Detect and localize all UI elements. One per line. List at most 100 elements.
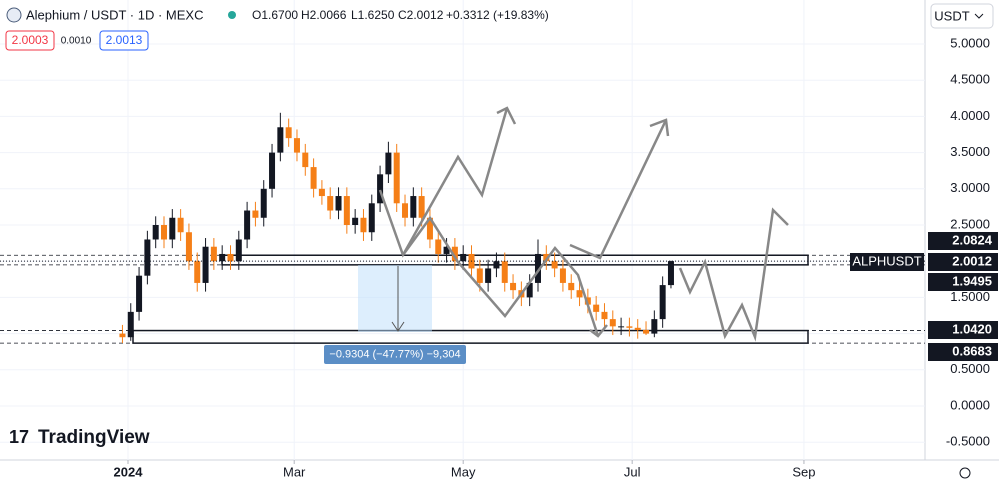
candle-body [194,261,201,283]
bid[interactable]: 2.0003 [12,33,49,47]
candle-body [534,253,541,283]
projection [378,189,600,337]
currency[interactable]: USDT [934,8,969,23]
candle-body [385,152,392,175]
y-tick-label: 0.5000 [950,361,990,376]
plot [0,0,925,460]
candle-body [485,268,492,283]
y-tick-label: 3.5000 [950,144,990,159]
x-tick-label: May [451,464,476,479]
level-tag [928,321,998,339]
y-tick-label: 4.5000 [950,72,990,87]
sell-button[interactable] [5,30,55,51]
candle-body [227,253,234,262]
measure-label: −0.9304 (−47.77%) −9,304 [329,348,460,360]
candle-body [593,304,600,312]
arrow-head [649,118,670,137]
candle-body [127,311,134,338]
candle-body [501,261,508,283]
candle-body [202,246,209,283]
candle-body [152,225,159,240]
y-tick-label: 1.5000 [950,289,990,304]
candle-body [435,239,442,254]
candle-body [144,239,151,276]
candle-body [335,196,342,211]
ohlc-low: L1.6250 [351,8,395,22]
candle-body [119,333,126,338]
arrow-head [589,324,608,338]
candle-body [460,253,467,262]
buy-button[interactable] [99,30,149,51]
candle-body [568,282,575,291]
candle-body [219,253,226,262]
candle-body [510,282,517,291]
candle-body [360,217,367,233]
last-price-tag [928,253,998,271]
candle-body [667,261,674,286]
candle-body [559,268,566,283]
y-tick-label: 2.5000 [950,216,990,231]
ask[interactable]: 2.0013 [106,33,143,47]
measure-box [358,265,432,332]
candle-body [443,246,450,254]
ohlc-change: +0.3312 (+19.83%) [446,8,549,22]
candle-body [626,326,633,328]
measure-label-bg [324,345,466,364]
level-label: 0.8683 [952,343,992,358]
candle-body [426,217,433,240]
candle-body [285,127,292,139]
candle-body [310,167,317,189]
level-tag [928,343,998,361]
candle-body [161,225,168,240]
projection [401,107,509,256]
candle-body [526,282,533,298]
candle-body [410,196,417,218]
projections [378,106,789,342]
candle-body [418,196,425,218]
logo-mark: 17 [9,427,29,447]
measure-arrow-head [391,321,405,332]
candle-body [551,261,558,269]
x-tick-label: Sep [792,464,815,479]
candle-body [177,217,184,233]
candle-body [377,174,384,204]
candle-body [659,285,666,320]
candle-body [244,210,251,240]
candle-body [235,239,242,262]
candle-body [451,246,458,262]
logo: TradingView [38,427,150,448]
symbol[interactable]: Alephium / USDT · 1D · MEXC [26,7,203,22]
candle-body [260,188,267,218]
candle-body [368,203,375,233]
level-label: 2.0824 [952,232,993,247]
candle-body [493,261,500,269]
dropdown-chevron [974,13,984,19]
last-price-label: 2.0012 [952,253,992,268]
status-dot [228,11,236,19]
x-tick-label: Jul [624,464,641,479]
arrow-head [496,106,517,125]
level-label: 1.0420 [952,321,992,336]
candle-body [476,268,483,283]
y-tick-label: 0.0000 [950,397,990,412]
spread: 0.0010 [61,36,92,47]
candle-body [136,275,143,312]
ohlc-close: C2.0012 [398,8,444,22]
candle-body [576,290,583,298]
candle-body [302,152,309,168]
candle-body [543,253,550,262]
currency-dropdown[interactable] [930,3,994,29]
candle-body [277,127,284,153]
candle-body [169,217,176,240]
candle-body [651,319,658,334]
candle-body [318,188,325,197]
candle-body [343,196,350,226]
settings-icon[interactable] [959,467,971,479]
y-tick-label: 3.0000 [950,180,990,195]
y-tick-label: -0.5000 [946,434,990,449]
candle-body [643,329,650,334]
candle-body [352,217,359,226]
projection [569,119,668,260]
level-tag [928,232,998,250]
